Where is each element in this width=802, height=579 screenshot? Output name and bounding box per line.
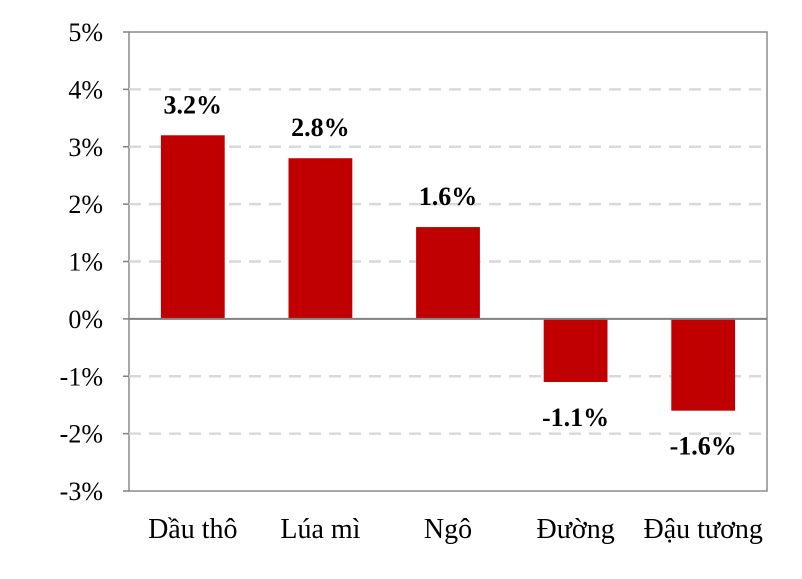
data-labels: 3.2% 2.8% 1.6% -1.1% -1.6% [164,90,737,460]
bar [543,318,608,382]
data-label: 2.8% [291,113,350,142]
y-axis-ticks: 5% 4% 3% 2% 1% 0% -1% -2% -3% [60,18,103,506]
y-tick-label: 2% [68,190,103,219]
y-tick-label: 5% [68,18,103,47]
y-tick-label: 3% [68,133,103,162]
y-tick-label: 0% [68,305,103,334]
x-category-label: Ngô [424,514,472,545]
data-label: 3.2% [164,90,223,119]
bar [671,318,736,411]
x-axis-labels: Dầu thô Lúa mì Ngô Đường Đậu tương [148,514,763,545]
y-tick-label: -1% [60,362,103,391]
gridlines [123,31,767,492]
x-category-label: Dầu thô [148,514,237,545]
data-label: 1.6% [419,182,478,211]
data-label: -1.6% [670,432,737,461]
bar [416,227,480,319]
y-tick-label: -2% [60,420,103,449]
x-category-label: Đường [536,514,614,545]
y-tick-label: -3% [60,477,103,506]
y-tick-label: 4% [68,75,103,104]
bar [160,135,225,319]
bars [160,135,736,411]
x-category-label: Đậu tương [643,514,762,545]
x-category-label: Lúa mì [280,514,360,545]
y-tick-label: 1% [68,248,103,277]
bar [288,158,353,319]
data-label: -1.1% [542,403,609,432]
